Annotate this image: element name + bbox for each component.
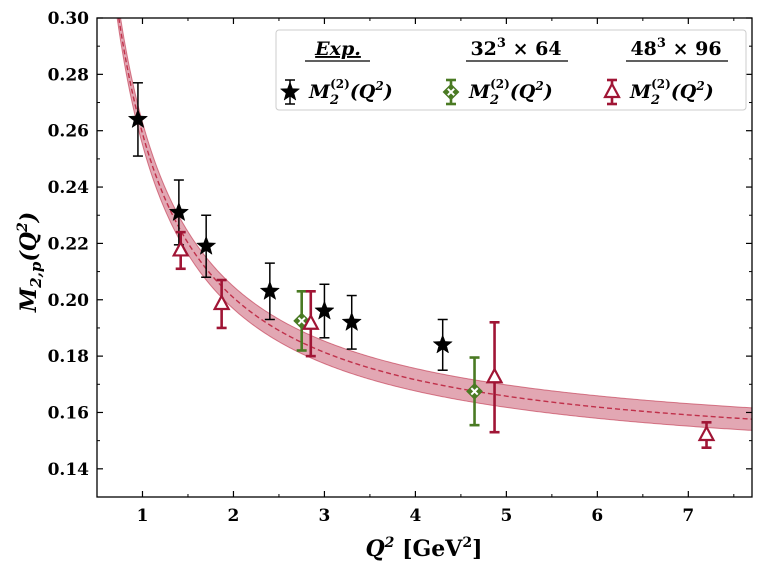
data-points-layer bbox=[127, 82, 716, 449]
series-0-point-4 bbox=[314, 283, 335, 339]
y-tick-label-0: 0.14 bbox=[48, 460, 90, 480]
series-2-point-1 bbox=[212, 278, 231, 330]
x-tick-label-5: 6 bbox=[591, 506, 603, 526]
series-2-point-2-marker bbox=[301, 313, 320, 330]
legend-marker-0 bbox=[279, 79, 301, 105]
series-0-point-4-marker bbox=[314, 300, 335, 320]
y-tick-label-7: 0.28 bbox=[48, 65, 89, 85]
series-2-point-3 bbox=[485, 321, 504, 434]
series-0-point-5-marker bbox=[341, 311, 362, 331]
series-2-point-1-marker bbox=[212, 293, 231, 311]
x-tick-label-2: 3 bbox=[319, 506, 331, 526]
series-0-point-0 bbox=[127, 82, 149, 157]
x-tick-label-3: 4 bbox=[409, 506, 421, 526]
y-axis-label: M2,p(Q2) bbox=[15, 212, 45, 313]
series-0-point-2 bbox=[195, 214, 217, 278]
series-0-point-1-marker bbox=[168, 201, 190, 222]
legend-marker-0-symbol bbox=[279, 81, 301, 101]
legend-marker-1 bbox=[442, 78, 460, 106]
series-0-point-5 bbox=[341, 294, 362, 350]
series-0-point-3 bbox=[259, 262, 281, 321]
series-2-point-4 bbox=[697, 421, 716, 449]
series-0-point-6-marker bbox=[432, 334, 453, 354]
x-tick-label-6: 7 bbox=[682, 506, 694, 526]
series-0-point-2-marker bbox=[195, 235, 217, 255]
legend-label-exp: M2(2)(Q2) bbox=[308, 77, 393, 108]
x-tick-label-0: 1 bbox=[137, 506, 149, 526]
y-tick-label-8: 0.30 bbox=[48, 9, 90, 29]
series-2-point-2 bbox=[301, 290, 320, 358]
series-1-point-1-marker bbox=[466, 382, 483, 400]
x-axis-label: Q2 [GeV2] bbox=[365, 535, 482, 562]
y-tick-label-2: 0.18 bbox=[48, 347, 89, 367]
legend-header-32: 323 × 64 bbox=[470, 36, 561, 60]
fit-line-layer bbox=[118, 18, 752, 420]
legend-marker-1-symbol-cross bbox=[447, 88, 455, 96]
legend-label-48: M2(2)(Q2) bbox=[629, 77, 714, 108]
x-tick-label-4: 5 bbox=[500, 506, 512, 526]
y-tick-label-6: 0.26 bbox=[48, 122, 89, 142]
y-tick-label-1: 0.16 bbox=[48, 403, 89, 423]
legend-header-48: 483 × 96 bbox=[630, 36, 721, 60]
series-1-point-1-marker-cross bbox=[470, 387, 479, 396]
legend-box bbox=[275, 29, 747, 111]
legend-markers bbox=[279, 78, 621, 106]
series-1-point-0-marker-cross bbox=[297, 316, 306, 325]
series-1-point-0 bbox=[293, 290, 311, 352]
legend-marker-2 bbox=[603, 78, 621, 106]
series-0-point-3-marker bbox=[259, 280, 281, 300]
legend-label-32: M2(2)(Q2) bbox=[468, 77, 553, 108]
fit-central-line bbox=[118, 18, 752, 420]
y-tick-label-5: 0.24 bbox=[48, 178, 90, 198]
series-0-point-6 bbox=[432, 318, 453, 371]
series-2-point-0-marker bbox=[171, 240, 190, 257]
series-1-point-0-marker bbox=[293, 312, 311, 330]
series-1-point-1 bbox=[466, 356, 483, 427]
series-2-point-0 bbox=[171, 230, 190, 271]
fit-uncertainty-band bbox=[116, 18, 752, 431]
legend-header-exp: Exp. bbox=[314, 38, 361, 60]
x-tick-label-1: 2 bbox=[228, 506, 240, 526]
legend: Exp. 323 × 64 483 × 96 M2(2)(Q2) M2(2)(Q… bbox=[275, 29, 747, 111]
fit-band-layer bbox=[116, 18, 752, 431]
y-tick-label-3: 0.20 bbox=[48, 291, 90, 311]
y-tick-label-4: 0.22 bbox=[48, 234, 89, 254]
legend-marker-1-symbol bbox=[442, 83, 460, 101]
plot-frame bbox=[96, 17, 753, 498]
series-2-point-3-marker bbox=[485, 366, 504, 384]
legend-marker-2-symbol bbox=[603, 81, 621, 99]
series-0-point-0-marker bbox=[127, 108, 149, 129]
axis-ticks-layer: 1 2 3 4 5 6 7 0.14 0.16 0.18 0.20 0.22 0.24 0.26 0.28 0… bbox=[48, 9, 752, 526]
series-2-point-4-marker bbox=[697, 424, 716, 442]
